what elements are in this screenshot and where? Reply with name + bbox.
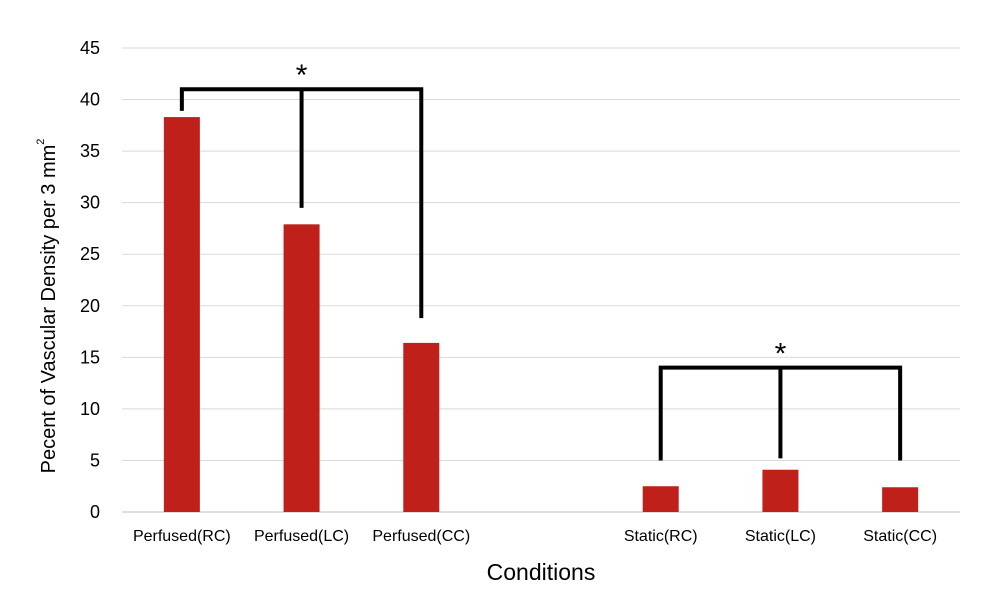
y-tick-labels: 0 5 10 15 20 25 30 35 40 45 — [80, 38, 100, 522]
y-axis-title-superscript: 2 — [35, 139, 47, 145]
y-axis-title-text: Pecent of Vascular Density per 3 mm — [38, 145, 60, 474]
y-tick-label: 25 — [80, 244, 100, 264]
y-tick-label: 20 — [80, 296, 100, 316]
significance-brackets: ** — [179, 59, 903, 461]
y-tick-label: 5 — [90, 450, 100, 470]
significance-bracket — [658, 365, 903, 461]
bar — [642, 486, 679, 512]
significance-star: * — [296, 59, 308, 92]
x-category-label: Perfused(RC) — [133, 528, 231, 545]
y-tick-label: 0 — [90, 502, 100, 522]
x-category-label: Static(CC) — [863, 528, 937, 545]
bar — [283, 224, 320, 512]
significance-bracket — [179, 87, 424, 319]
bars — [163, 117, 919, 512]
y-tick-label: 45 — [80, 38, 100, 58]
bar — [163, 117, 200, 512]
y-tick-label: 15 — [80, 347, 100, 367]
y-tick-label: 10 — [80, 399, 100, 419]
significance-star: * — [775, 338, 787, 371]
bar — [403, 342, 440, 512]
y-axis-title: Pecent of Vascular Density per 3 mm2 — [35, 139, 60, 474]
bar — [762, 469, 799, 512]
x-category-labels: Perfused(RC) Perfused(LC) Perfused(CC) Stat… — [133, 528, 937, 545]
bar — [882, 487, 919, 512]
svg-text:Pecent of Vascular Density per: Pecent of Vascular Density per 3 mm2 — [35, 139, 60, 474]
gridlines — [122, 47, 960, 513]
x-category-label: Static(RC) — [624, 528, 698, 545]
x-category-label: Perfused(LC) — [254, 528, 349, 545]
y-tick-label: 30 — [80, 193, 100, 213]
x-category-label: Perfused(CC) — [372, 528, 470, 545]
x-category-label: Static(LC) — [745, 528, 816, 545]
y-tick-label: 35 — [80, 141, 100, 161]
x-axis-title: Conditions — [487, 559, 596, 585]
y-tick-label: 40 — [80, 90, 100, 110]
